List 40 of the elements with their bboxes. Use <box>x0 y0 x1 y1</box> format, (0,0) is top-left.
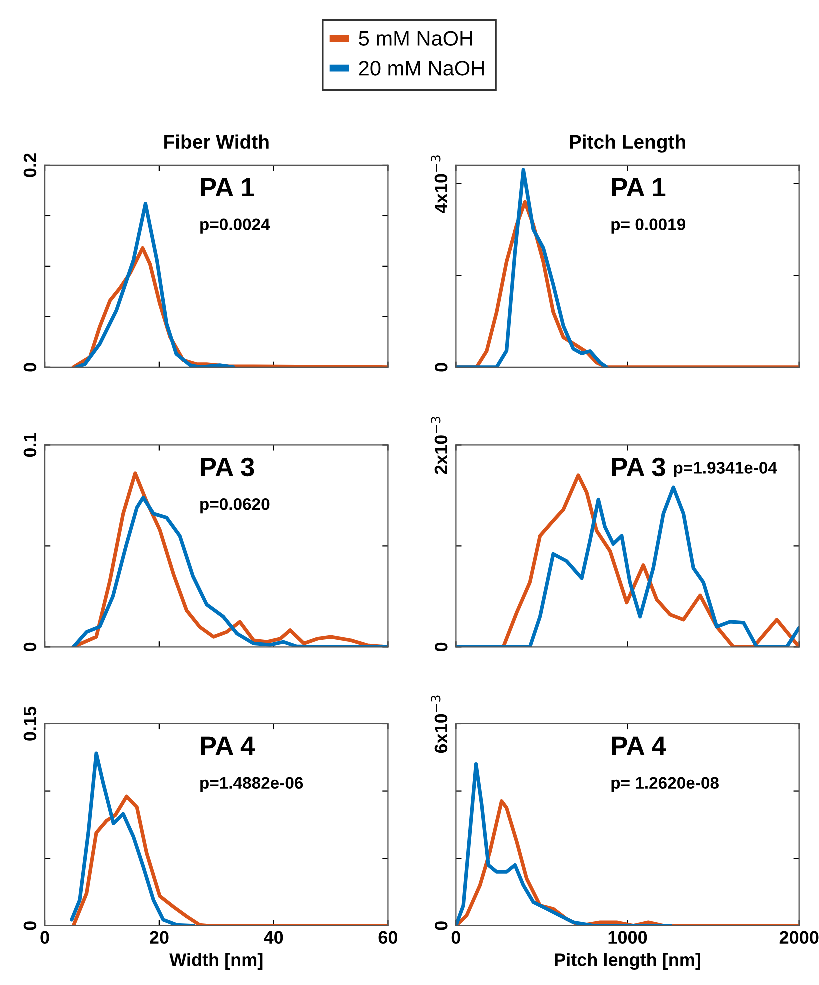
y-tick-label: 0 <box>24 363 37 372</box>
line-series <box>72 794 388 926</box>
annotation: p= 0.0019 <box>612 218 686 234</box>
y-tick-label: 0 <box>434 642 448 652</box>
x-axis-title: Pitch length [nm] <box>555 953 700 970</box>
y-tick-label: 0 <box>24 922 37 930</box>
x-tick-label: 20 <box>150 931 169 944</box>
y-tick-label: 2x10$^{−3}$ <box>431 417 448 474</box>
annotation: PA 4 <box>612 736 666 756</box>
annotation: PA 1 <box>612 178 666 197</box>
annotation: PA 3 <box>201 458 254 477</box>
y-tick-label: 0.15 <box>24 706 37 741</box>
legend-label: 20 mM NaOH <box>359 61 484 76</box>
legend-label: 5 mM NaOH <box>359 31 472 46</box>
x-tick-label: 60 <box>378 931 398 944</box>
annotation: PA 3 <box>612 458 666 477</box>
annotation: p=1.9341e-04 <box>674 462 778 478</box>
y-tick-label: 0.2 <box>24 154 37 178</box>
annotation: PA 4 <box>201 736 256 756</box>
y-tick-label: 4x10$^{−3}$ <box>431 156 448 214</box>
y-tick-label: 0 <box>24 642 37 652</box>
y-tick-label: 6x10$^{−3}$ <box>431 696 448 754</box>
x-tick-label: 0 <box>40 931 50 944</box>
annotation: p=0.0024 <box>200 218 270 234</box>
annotation: p= 1.2620e-08 <box>612 777 719 792</box>
chart-title: Fiber Width <box>164 134 269 150</box>
annotation: p=0.0620 <box>200 498 270 514</box>
annotation: PA 1 <box>201 178 254 197</box>
y-tick-label: 0 <box>434 363 448 372</box>
x-tick-label: 40 <box>264 931 284 944</box>
line-series <box>70 752 196 926</box>
x-tick-label: 0 <box>452 931 460 944</box>
x-tick-label: 1000 <box>608 931 648 944</box>
y-tick-label: 0 <box>434 922 448 930</box>
chart-title: Pitch Length <box>570 134 686 153</box>
line-series <box>456 168 609 368</box>
y-tick-label: 0.1 <box>24 433 37 458</box>
x-tick-label: 2000 <box>780 931 819 944</box>
x-axis-title: Width [nm] <box>170 953 263 970</box>
annotation: p=1.4882e-06 <box>200 777 304 792</box>
